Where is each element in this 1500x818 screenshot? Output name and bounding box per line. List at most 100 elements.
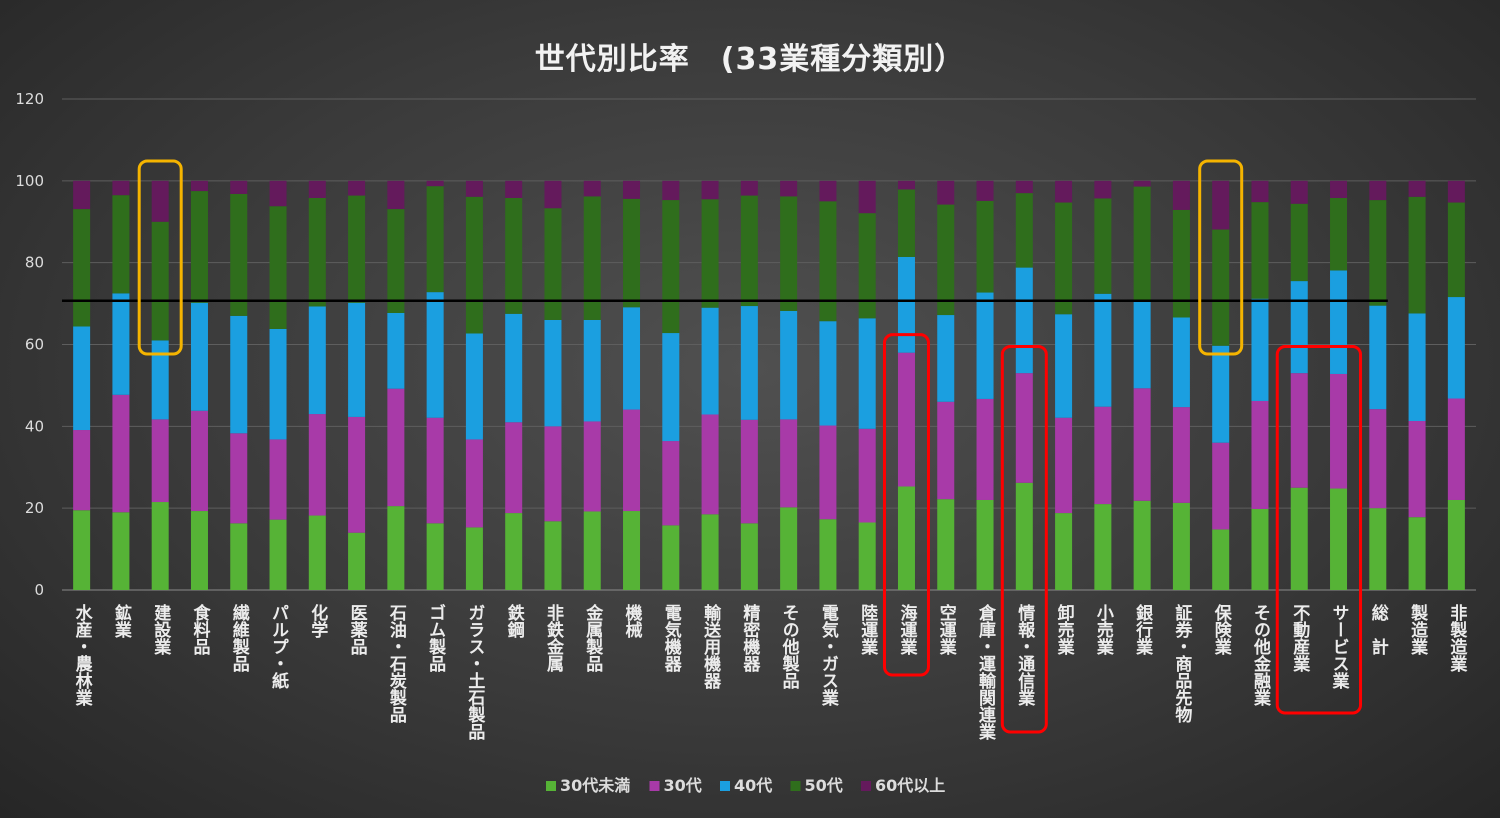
bar-segment [1212, 442, 1230, 530]
bar-segment [1015, 267, 1033, 374]
y-tick-label: 0 [34, 581, 44, 599]
bar-segment [976, 292, 994, 399]
bar-segment [1408, 421, 1426, 518]
bar-segment [819, 321, 837, 426]
bar-segment [151, 502, 169, 590]
category-label: 鉄鋼 [504, 603, 526, 639]
bar-segment [780, 419, 798, 508]
bar-segment [1290, 487, 1308, 590]
bar-segment [151, 180, 169, 222]
category-label: 鉱業 [111, 603, 131, 639]
category-label: 電気機器 [661, 604, 683, 673]
bar-segment [1055, 180, 1073, 203]
bar-segment [780, 196, 798, 311]
bar-segment [1015, 373, 1033, 483]
bar-segment [230, 180, 248, 194]
bar-segment [1172, 502, 1190, 590]
category-label: 輸送用機器 [700, 603, 722, 690]
category-label: 電気・ガス業 [818, 604, 840, 707]
bar-segment [1015, 180, 1033, 194]
bar-segment [1133, 186, 1151, 300]
bar-segment [269, 439, 287, 520]
bar-segment [1369, 508, 1387, 590]
bar-segment [1251, 298, 1269, 401]
bar-segment [230, 315, 248, 434]
bar-segment [662, 333, 680, 442]
category-label: 医薬品 [347, 604, 368, 656]
highlight-box [1000, 345, 1048, 734]
bar-segment [190, 180, 208, 192]
bar-segment [623, 198, 641, 308]
bar-segment [348, 416, 366, 533]
bar-segment [701, 414, 719, 515]
bar-segment [1447, 398, 1465, 500]
bar-segment [1212, 529, 1230, 590]
bar-segment [1055, 314, 1073, 418]
bar-segment [1015, 482, 1033, 590]
bar-segment [897, 180, 915, 190]
bar-segment [269, 180, 287, 207]
bar-segment [1133, 388, 1151, 501]
bar-segment [190, 191, 208, 303]
category-label: 石油・石炭製品 [386, 604, 408, 724]
bar-segment [73, 326, 91, 431]
bar-segment [1447, 499, 1465, 590]
bar-segment [1408, 196, 1426, 314]
bar-segment [740, 419, 758, 524]
bar-segment [112, 195, 130, 294]
bar-segment [1251, 202, 1269, 299]
bar-segment [112, 293, 130, 395]
bar-segment [897, 486, 915, 590]
bar-segment [1290, 373, 1308, 488]
bar-segment [740, 306, 758, 420]
bar-segment [583, 196, 601, 320]
bar-segment [858, 180, 876, 214]
category-label: 建設業 [150, 603, 171, 656]
category-label: パルプ・紙 [268, 604, 289, 690]
category-label: 陸運業 [857, 603, 878, 656]
bar-segment [1172, 407, 1190, 503]
bar-segment [1290, 203, 1308, 282]
y-tick-label: 20 [25, 499, 44, 517]
bar-segment [1290, 180, 1308, 204]
category-label: 銀行業 [1132, 603, 1154, 656]
legend-label: 30代未満 [560, 776, 630, 795]
bar-segment [348, 180, 366, 196]
bar-segment [426, 417, 444, 524]
bar-segment [465, 439, 483, 528]
bar-segment [151, 340, 169, 420]
category-label: 非製造業 [1446, 603, 1468, 673]
bar-segment [505, 180, 523, 199]
bar-segment [348, 532, 366, 590]
bar-segment [544, 426, 562, 522]
bar-segment [740, 180, 758, 196]
bar-segment [465, 196, 483, 334]
bar-segment [819, 519, 837, 590]
category-label: 卸売業 [1054, 603, 1075, 656]
bar-segment [308, 306, 326, 415]
bar-segment [1094, 406, 1112, 505]
bar-segment [1330, 180, 1348, 199]
bar-segment [151, 419, 169, 503]
category-label: 総 計 [1368, 603, 1389, 656]
category-label: 製造業 [1407, 603, 1429, 656]
bar-segment [819, 180, 837, 202]
bar-segment [1055, 202, 1073, 315]
bar-segment [976, 499, 994, 590]
bar-segment [73, 209, 91, 327]
bar-segment [308, 180, 326, 199]
bar-segment [73, 430, 91, 511]
legend-label: 40代 [734, 776, 772, 795]
bar-segment [1447, 297, 1465, 399]
bar-segment [858, 213, 876, 319]
bar-segment [1094, 180, 1112, 199]
bar-segment [1212, 180, 1230, 230]
bar-segment [819, 425, 837, 520]
bar-segment [858, 522, 876, 590]
category-label: 繊維製品 [229, 603, 251, 673]
legend-swatch [649, 781, 660, 791]
bar-segment [544, 521, 562, 590]
bar-segment [1094, 198, 1112, 294]
bar-segment [465, 180, 483, 197]
